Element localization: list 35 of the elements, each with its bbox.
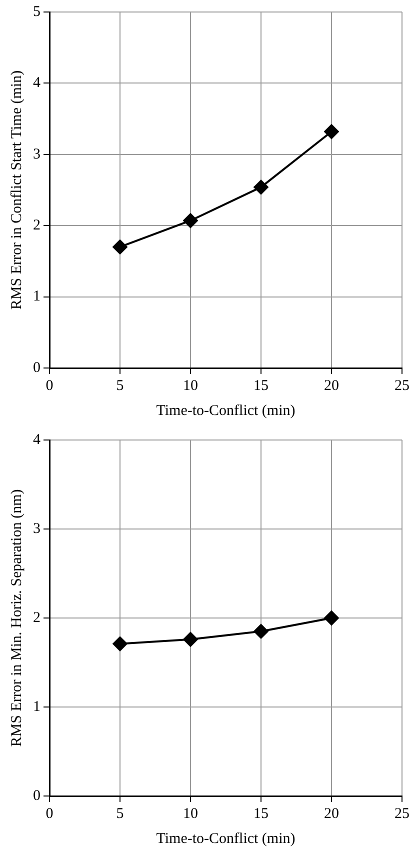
- x-tick-label: 0: [46, 378, 54, 394]
- y-tick-label: 5: [33, 4, 40, 20]
- x-tick-label: 0: [46, 806, 54, 822]
- y-tick-label: 0: [33, 788, 40, 804]
- point: [324, 610, 339, 626]
- y-tick-label: 3: [33, 146, 40, 162]
- point: [112, 636, 128, 652]
- x-tick-label: 15: [254, 806, 268, 822]
- point: [324, 124, 339, 140]
- x-tick-label: 25: [394, 806, 410, 822]
- y-tick-label: 3: [33, 520, 40, 537]
- x-tick-label: 25: [394, 378, 410, 394]
- point: [254, 180, 268, 195]
- x-tick-label: 5: [116, 378, 124, 394]
- y-tick-label: 1: [33, 698, 40, 715]
- x-axis-title: Time-to-Conflict (min): [156, 402, 296, 419]
- x-tick-label: 20: [324, 378, 339, 394]
- point: [112, 239, 128, 254]
- x-tick-label: 20: [324, 806, 339, 822]
- y-tick-label: 0: [33, 360, 40, 376]
- point: [183, 632, 198, 647]
- y-tick-label: 2: [33, 218, 40, 234]
- point: [183, 213, 198, 228]
- y-axis-title: RMS Error in Min. Horiz. Separation (nm): [8, 489, 25, 747]
- y-tick-label: 4: [33, 432, 41, 448]
- x-tick-label: 10: [183, 806, 198, 822]
- point: [254, 624, 268, 639]
- y-tick-label: 1: [33, 288, 40, 305]
- x-tick-label: 15: [254, 378, 268, 394]
- x-axis-title: Time-to-Conflict (min): [156, 830, 296, 847]
- y-tick-label: 4: [33, 75, 41, 92]
- x-tick-label: 5: [116, 806, 124, 822]
- y-axis-title: RMS Error in Conflict Start Time (min): [8, 70, 25, 310]
- y-tick-label: 2: [33, 610, 40, 626]
- x-tick-label: 10: [183, 378, 198, 394]
